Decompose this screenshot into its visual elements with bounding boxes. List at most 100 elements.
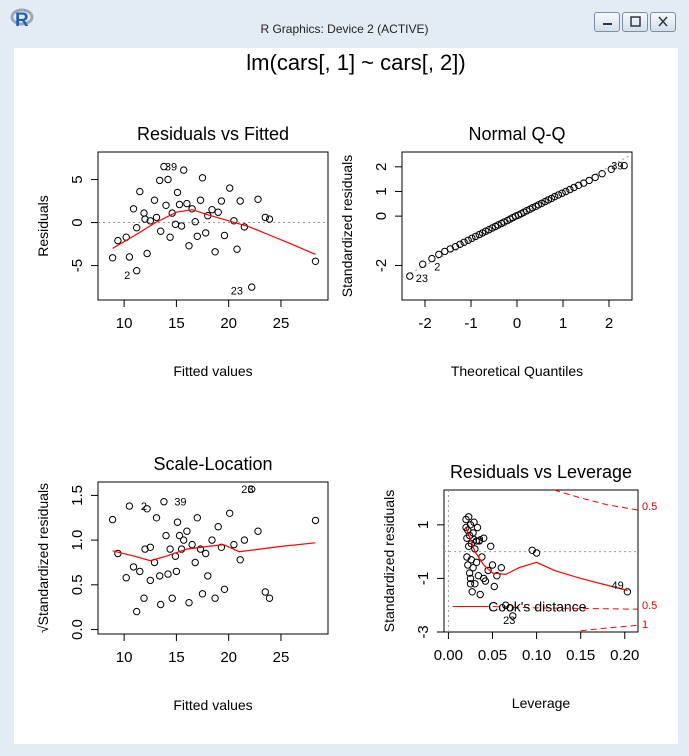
y-tick-label: 0	[373, 212, 390, 220]
data-point	[143, 249, 151, 258]
data-point	[166, 233, 174, 241]
point-label: 39	[611, 161, 623, 173]
data-point	[466, 580, 475, 588]
data-point	[202, 229, 210, 237]
data-point	[620, 161, 628, 170]
x-tick-label: -2	[418, 315, 431, 332]
x-axis-label: Fitted values	[173, 697, 252, 713]
data-point	[204, 572, 212, 580]
maximize-button[interactable]	[622, 12, 648, 32]
x-axis-label: Theoretical Quantiles	[451, 363, 583, 379]
x-tick-label: 0	[513, 315, 521, 332]
data-point	[532, 549, 541, 557]
point-label: 2	[141, 501, 147, 513]
close-button[interactable]	[650, 12, 676, 32]
y-axis-label: √Standardized residuals	[35, 483, 51, 633]
data-point	[248, 283, 256, 291]
data-point	[185, 599, 193, 607]
data-point	[160, 162, 168, 171]
point-label: 23	[503, 615, 515, 627]
plot-area: lm(cars[, 1] ~ cars[, 2]) Residuals vs F…	[14, 48, 678, 744]
cooks-level-label: 1	[642, 619, 648, 631]
data-point	[140, 594, 148, 602]
title-bar[interactable]: R R Graphics: Device 2 (ACTIVE)	[0, 0, 689, 48]
point-label: 49	[612, 580, 624, 592]
data-point	[211, 594, 219, 602]
y-tick-label: -2	[373, 259, 390, 272]
data-point	[175, 531, 184, 540]
data-point	[122, 574, 130, 582]
data-point	[175, 200, 184, 209]
data-point	[476, 590, 484, 599]
data-point	[166, 545, 174, 553]
data-point	[146, 576, 155, 585]
data-point	[480, 534, 488, 542]
data-point	[191, 558, 199, 567]
maximize-icon	[630, 16, 641, 27]
data-point	[141, 215, 149, 223]
data-point	[261, 213, 270, 222]
plot-3: Scale-Location 10 15 20 25 0.0 0.5 1.0 1.5 Fitted…	[35, 454, 329, 713]
data-point	[208, 536, 216, 544]
data-point	[230, 540, 238, 549]
data-point	[497, 564, 505, 572]
cooks-contour-upper	[554, 489, 639, 511]
data-point	[509, 612, 517, 620]
data-point	[125, 502, 134, 510]
data-point	[133, 267, 141, 275]
data-point	[435, 250, 443, 259]
cooks-distance-contours: 0.5 0.5 1 Cook's distance	[452, 489, 657, 632]
data-point	[188, 205, 196, 213]
svg-text:R: R	[15, 10, 29, 30]
data-point	[125, 253, 134, 261]
data-point	[472, 537, 481, 545]
data-point	[261, 588, 270, 596]
data-point	[156, 176, 164, 185]
data-point	[236, 556, 244, 564]
data-point	[157, 227, 165, 235]
plot-title: Scale-Location	[153, 454, 272, 474]
y-tick-label: -3	[415, 625, 432, 638]
data-point	[140, 209, 148, 217]
data-point	[466, 574, 475, 583]
data-point	[248, 485, 256, 493]
data-point	[171, 220, 180, 229]
data-point	[528, 204, 537, 212]
data-point	[180, 166, 188, 174]
data-point	[473, 523, 482, 532]
x-tick-label: 10	[116, 315, 133, 332]
data-point	[598, 170, 606, 178]
data-point	[406, 272, 414, 280]
data-point	[183, 199, 191, 208]
data-point	[141, 545, 149, 553]
smoother-line	[112, 542, 316, 562]
data-point	[211, 248, 219, 256]
data-point	[129, 205, 138, 213]
point-label: 23	[241, 484, 253, 496]
x-tick-label: 25	[273, 649, 290, 666]
point-label: 2	[124, 270, 130, 282]
data-point	[183, 527, 191, 535]
plot-frame	[97, 481, 329, 635]
qq-reference-line	[401, 154, 633, 279]
data-point	[419, 260, 427, 268]
data-point	[428, 254, 436, 263]
plot-frame	[97, 151, 329, 301]
data-point	[152, 213, 161, 222]
plot-title: Normal Q-Q	[468, 124, 565, 144]
data-point	[456, 240, 464, 249]
data-point	[177, 222, 186, 230]
data-point	[193, 514, 202, 522]
data-point	[156, 572, 164, 580]
minimize-button[interactable]	[594, 12, 620, 32]
data-point	[202, 549, 210, 558]
x-tick-label: 0.15	[566, 647, 595, 664]
data-point	[164, 570, 172, 578]
data-point	[177, 545, 186, 553]
data-point	[217, 543, 226, 551]
data-point	[146, 543, 155, 551]
data-point	[265, 215, 274, 223]
data-point	[490, 582, 498, 591]
y-axis-label: Residuals	[35, 195, 51, 256]
cooks-contour-lower	[452, 606, 639, 610]
